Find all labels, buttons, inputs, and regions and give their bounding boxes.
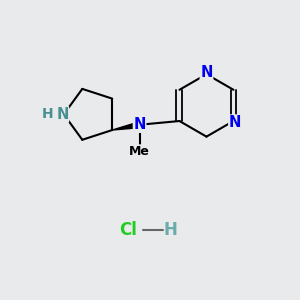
Text: H: H [164, 221, 178, 239]
Text: Cl: Cl [119, 221, 136, 239]
Text: N: N [200, 65, 213, 80]
Text: H: H [42, 107, 53, 121]
Polygon shape [112, 122, 140, 130]
Text: N: N [229, 115, 241, 130]
Text: Me: Me [129, 145, 150, 158]
Text: N: N [56, 107, 68, 122]
Text: N: N [134, 117, 146, 132]
